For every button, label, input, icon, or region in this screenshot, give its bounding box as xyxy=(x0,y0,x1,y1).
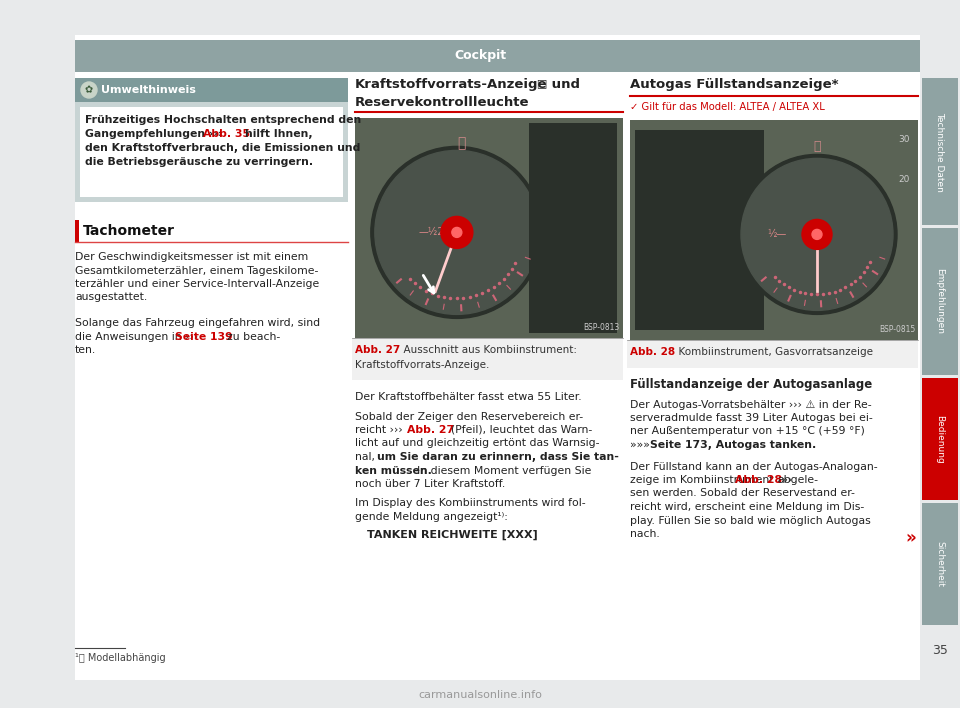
Text: Abb. 35: Abb. 35 xyxy=(203,129,250,139)
Text: —½2: —½2 xyxy=(419,227,444,237)
Text: Sobald der Zeiger den Reservebereich er-: Sobald der Zeiger den Reservebereich er- xyxy=(355,411,583,421)
Text: Technische Daten: Technische Daten xyxy=(935,112,945,191)
Text: licht auf und gleichzeitig ertönt das Warnsig-: licht auf und gleichzeitig ertönt das Wa… xyxy=(355,438,599,448)
Text: 35: 35 xyxy=(932,644,948,656)
Polygon shape xyxy=(922,503,958,625)
Text: Füllstandanzeige der Autogasanlage: Füllstandanzeige der Autogasanlage xyxy=(630,378,873,391)
Text: Kraftstoffvorrats-Anzeige: Kraftstoffvorrats-Anzeige xyxy=(355,78,547,91)
Circle shape xyxy=(374,150,539,314)
Text: ten.: ten. xyxy=(75,345,96,355)
Text: Der Kraftstoffbehälter fasst etwa 55 Liter.: Der Kraftstoffbehälter fasst etwa 55 Lit… xyxy=(355,392,582,402)
Text: carmanualsonline.info: carmanualsonline.info xyxy=(418,690,542,700)
Circle shape xyxy=(737,154,897,314)
Text: Kraftstoffvorrats-Anzeige.: Kraftstoffvorrats-Anzeige. xyxy=(355,360,490,370)
Text: Solange das Fahrzeug eingefahren wird, sind: Solange das Fahrzeug eingefahren wird, s… xyxy=(75,318,320,328)
Text: reicht wird, erscheint eine Meldung im Dis-: reicht wird, erscheint eine Meldung im D… xyxy=(630,502,864,512)
Text: play. Füllen Sie so bald wie möglich Autogas: play. Füllen Sie so bald wie möglich Aut… xyxy=(630,515,871,525)
Text: noch über 7 Liter Kraftstoff.: noch über 7 Liter Kraftstoff. xyxy=(355,479,505,489)
Text: die Anweisungen in ›››: die Anweisungen in ››› xyxy=(75,331,199,341)
Text: zu beach-: zu beach- xyxy=(227,331,280,341)
Polygon shape xyxy=(529,123,617,333)
Text: Gesamtkilometerzähler, einem Tageskilome-: Gesamtkilometerzähler, einem Tageskilome… xyxy=(75,266,319,275)
Text: Seite 173, Autogas tanken.: Seite 173, Autogas tanken. xyxy=(650,440,816,450)
Polygon shape xyxy=(922,378,958,500)
Polygon shape xyxy=(75,40,920,72)
Text: ¹⧦ Modellabhängig: ¹⧦ Modellabhängig xyxy=(75,653,166,663)
Circle shape xyxy=(441,217,473,249)
Text: die Betriebsgeräusche zu verringern.: die Betriebsgeräusche zu verringern. xyxy=(85,157,313,167)
Text: ausgestattet.: ausgestattet. xyxy=(75,292,147,302)
Text: ✿: ✿ xyxy=(84,85,93,95)
Text: In diesem Moment verfügen Sie: In diesem Moment verfügen Sie xyxy=(417,465,591,476)
Text: Reservekontrollleuchte: Reservekontrollleuchte xyxy=(355,96,530,109)
Text: reicht ›››: reicht ››› xyxy=(355,425,403,435)
Text: Frühzeitiges Hochschalten entsprechend den: Frühzeitiges Hochschalten entsprechend d… xyxy=(85,115,361,125)
Polygon shape xyxy=(75,78,348,102)
Text: gende Meldung angezeigt¹⁾:: gende Meldung angezeigt¹⁾: xyxy=(355,512,508,522)
Polygon shape xyxy=(922,78,958,225)
Text: 🔲: 🔲 xyxy=(813,140,821,153)
Text: 🔲: 🔲 xyxy=(458,136,466,150)
Text: ner Außentemperatur von +15 °C (+59 °F): ner Außentemperatur von +15 °C (+59 °F) xyxy=(630,426,865,437)
Polygon shape xyxy=(75,220,79,242)
Text: Empfehlungen: Empfehlungen xyxy=(935,268,945,334)
Text: Abb. 27: Abb. 27 xyxy=(355,345,400,355)
Text: 20: 20 xyxy=(899,175,910,184)
Text: Im Display des Kombiinstruments wird fol-: Im Display des Kombiinstruments wird fol… xyxy=(355,498,586,508)
Text: Der Füllstand kann an der Autogas-Analogan-: Der Füllstand kann an der Autogas-Analog… xyxy=(630,462,877,472)
Polygon shape xyxy=(627,340,918,368)
Polygon shape xyxy=(75,35,920,680)
Text: Autogas Füllstandsanzeige*: Autogas Füllstandsanzeige* xyxy=(630,78,838,91)
Text: »: » xyxy=(905,529,916,547)
Text: BSP-0815: BSP-0815 xyxy=(878,325,915,334)
Polygon shape xyxy=(80,107,343,197)
Text: den Kraftstoffverbrauch, die Emissionen und: den Kraftstoffverbrauch, die Emissionen … xyxy=(85,143,360,153)
Polygon shape xyxy=(635,130,764,330)
Text: Seite 139: Seite 139 xyxy=(175,331,232,341)
Text: ken müssen.: ken müssen. xyxy=(355,465,432,476)
Text: BSP-0813: BSP-0813 xyxy=(584,323,620,332)
Text: ½—: ½— xyxy=(767,229,786,239)
Text: »»»: »»» xyxy=(630,440,650,450)
Text: Kombiinstrument, Gasvorratsanzeige: Kombiinstrument, Gasvorratsanzeige xyxy=(672,347,873,357)
Text: hilft Ihnen,: hilft Ihnen, xyxy=(245,129,313,139)
Text: Abb. 28: Abb. 28 xyxy=(630,347,675,357)
Text: Tachometer: Tachometer xyxy=(83,224,175,238)
Text: um Sie daran zu erinnern, dass Sie tan-: um Sie daran zu erinnern, dass Sie tan- xyxy=(377,452,619,462)
Text: zeige im Kombiinstrument ›»›: zeige im Kombiinstrument ›»› xyxy=(630,475,792,485)
Circle shape xyxy=(741,159,893,310)
Text: Cockpit: Cockpit xyxy=(454,50,506,62)
Text: □: □ xyxy=(533,78,547,88)
Text: 30: 30 xyxy=(899,135,910,144)
Circle shape xyxy=(812,229,822,239)
Polygon shape xyxy=(352,338,623,380)
Text: Umwelthinweis: Umwelthinweis xyxy=(101,85,196,95)
Circle shape xyxy=(452,227,462,237)
Text: Ausschnitt aus Kombiinstrument:: Ausschnitt aus Kombiinstrument: xyxy=(397,345,577,355)
Text: ✓ Gilt für das Modell: ALTEA / ALTEA XL: ✓ Gilt für das Modell: ALTEA / ALTEA XL xyxy=(630,102,825,112)
Text: Bedienung: Bedienung xyxy=(935,415,945,463)
Polygon shape xyxy=(75,102,348,202)
Text: Abb. 28: Abb. 28 xyxy=(735,475,782,485)
Text: sen werden. Sobald der Reservestand er-: sen werden. Sobald der Reservestand er- xyxy=(630,489,854,498)
Text: und: und xyxy=(547,78,580,91)
Circle shape xyxy=(371,147,542,319)
Text: serveradmulde fasst 39 Liter Autogas bei ei-: serveradmulde fasst 39 Liter Autogas bei… xyxy=(630,413,873,423)
Text: Der Autogas-Vorratsbehälter ››› ⚠ in der Re-: Der Autogas-Vorratsbehälter ››› ⚠ in der… xyxy=(630,399,872,409)
Text: Der Geschwindigkeitsmesser ist mit einem: Der Geschwindigkeitsmesser ist mit einem xyxy=(75,252,308,262)
Text: abgele-: abgele- xyxy=(777,475,818,485)
Text: TANKEN REICHWEITE [XXX]: TANKEN REICHWEITE [XXX] xyxy=(367,530,538,539)
Polygon shape xyxy=(355,118,623,338)
Circle shape xyxy=(81,82,97,98)
Text: (Pfeil), leuchtet das Warn-: (Pfeil), leuchtet das Warn- xyxy=(451,425,592,435)
Polygon shape xyxy=(922,228,958,375)
Text: nal,: nal, xyxy=(355,452,375,462)
Text: Gangempfehlungen ›››: Gangempfehlungen ››› xyxy=(85,129,223,139)
Circle shape xyxy=(802,219,832,249)
Text: Sicherheit: Sicherheit xyxy=(935,541,945,587)
Text: nach.: nach. xyxy=(630,529,660,539)
Text: terzähler und einer Service-Intervall-Anzeige: terzähler und einer Service-Intervall-An… xyxy=(75,279,320,289)
Text: Abb. 27: Abb. 27 xyxy=(407,425,454,435)
Polygon shape xyxy=(630,120,918,340)
